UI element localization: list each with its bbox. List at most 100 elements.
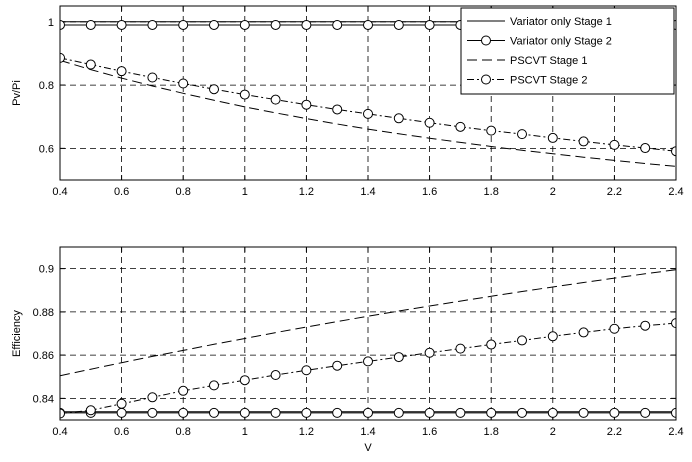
data-point-marker xyxy=(363,407,373,418)
data-point-marker xyxy=(424,407,435,418)
data-point-marker xyxy=(455,407,466,418)
data-point-marker xyxy=(178,407,189,418)
data-point-marker xyxy=(178,78,189,89)
data-point-marker xyxy=(301,407,312,418)
x-tick-label: 1 xyxy=(242,186,248,198)
x-tick-label: 0.4 xyxy=(52,426,67,438)
data-point-marker xyxy=(393,407,404,418)
data-point-marker xyxy=(60,52,65,63)
data-point-marker xyxy=(116,66,127,77)
x-tick-label: 0.4 xyxy=(52,186,67,198)
x-tick-label: 0.6 xyxy=(114,426,129,438)
x-tick-label: 2.4 xyxy=(668,426,683,438)
data-point-marker xyxy=(393,352,404,363)
data-point-marker xyxy=(671,146,676,157)
data-point-marker xyxy=(640,143,651,154)
data-point-marker xyxy=(178,19,189,30)
bottom-panel-efficiency: 0.4 0.6 0.8 1 1.2 1.4 1.6 1.8 2 2.2 2.4 0.84 0.86 0.8… xyxy=(11,246,684,454)
data-point-marker xyxy=(547,407,558,418)
data-point-marker xyxy=(455,121,466,132)
data-point-marker xyxy=(332,407,343,418)
data-point-marker xyxy=(85,405,96,416)
data-point-marker xyxy=(455,343,466,354)
data-point-marker xyxy=(85,19,96,30)
data-point-marker xyxy=(640,320,651,331)
data-point-marker xyxy=(209,19,219,30)
data-point-marker xyxy=(209,84,219,95)
x-tick-label: 1.2 xyxy=(299,186,314,198)
y-tick-label: 0.88 xyxy=(33,307,54,319)
data-point-marker xyxy=(116,398,127,409)
y-tick-label: 0.9 xyxy=(39,264,54,276)
data-point-marker xyxy=(209,407,219,418)
data-point-marker xyxy=(424,19,435,30)
data-point-marker xyxy=(270,407,281,418)
x-tick-label: 1.8 xyxy=(484,426,499,438)
x-tick-label: 2.2 xyxy=(607,186,622,198)
x-tick-label: 2.4 xyxy=(668,186,683,198)
series-line xyxy=(60,59,676,167)
data-point-marker xyxy=(363,19,373,30)
data-point-marker xyxy=(85,59,96,70)
y-axis-label: Pv/Pi xyxy=(11,80,23,106)
data-point-marker xyxy=(301,365,312,376)
data-point-marker xyxy=(486,407,497,418)
data-point-marker xyxy=(60,19,65,30)
x-tick-label: 1 xyxy=(242,426,248,438)
data-point-marker xyxy=(609,139,620,150)
data-point-marker xyxy=(332,360,343,371)
top-panel-pv-pi: 0.4 0.6 0.8 1 1.2 1.4 1.6 1.8 2 2.2 2.4 0.6 0.8 1 Pv/P… xyxy=(11,5,684,198)
data-point-marker xyxy=(578,136,589,147)
data-point-marker xyxy=(609,323,620,334)
data-point-marker xyxy=(424,347,435,358)
data-point-marker xyxy=(671,407,676,418)
x-tick-label: 0.8 xyxy=(176,186,191,198)
data-point-marker xyxy=(393,19,404,30)
data-point-marker xyxy=(363,108,373,119)
data-point-marker xyxy=(547,132,558,143)
y-tick-label: 0.6 xyxy=(39,143,54,155)
data-point-marker xyxy=(517,129,527,140)
x-tick-label: 2 xyxy=(550,426,556,438)
data-point-marker xyxy=(332,19,343,30)
x-tick-label: 1.4 xyxy=(360,186,375,198)
x-tick-label: 1.4 xyxy=(360,426,375,438)
y-tick-label: 0.8 xyxy=(39,80,54,92)
legend-entry-label: PSCVT Stage 2 xyxy=(510,75,587,87)
x-tick-label: 2 xyxy=(550,186,556,198)
data-point-marker xyxy=(209,380,219,391)
data-point-marker xyxy=(517,407,527,418)
plot-frame xyxy=(59,5,677,181)
x-axis-label: V xyxy=(364,442,372,454)
data-point-marker xyxy=(640,407,651,418)
x-tick-label: 1.8 xyxy=(484,186,499,198)
data-point-marker xyxy=(363,356,373,367)
data-point-marker xyxy=(270,94,281,105)
data-point-marker xyxy=(147,19,158,30)
data-point-marker xyxy=(147,407,158,418)
data-point-marker xyxy=(147,72,158,83)
y-axis-label: Efficiency xyxy=(11,310,23,357)
data-point-marker xyxy=(578,407,589,418)
data-point-marker xyxy=(239,89,250,100)
legend-entry-label: Variator only Stage 1 xyxy=(510,16,612,28)
data-point-marker xyxy=(178,385,189,396)
data-point-marker xyxy=(332,104,343,115)
x-tick-label: 1.2 xyxy=(299,426,314,438)
data-point-marker xyxy=(671,318,676,329)
series-line xyxy=(60,57,676,152)
data-point-marker xyxy=(147,392,158,403)
plot-frame xyxy=(59,246,677,421)
x-tick-label: 1.6 xyxy=(422,186,437,198)
data-point-marker xyxy=(270,370,281,381)
x-tick-label: 0.8 xyxy=(176,426,191,438)
x-tick-label: 1.6 xyxy=(422,426,437,438)
data-point-marker xyxy=(486,339,497,350)
data-point-marker xyxy=(517,335,527,346)
data-point-marker xyxy=(116,19,127,30)
data-point-marker xyxy=(60,408,65,419)
data-point-marker xyxy=(547,331,558,342)
data-point-marker xyxy=(239,407,250,418)
data-point-marker xyxy=(301,19,312,30)
